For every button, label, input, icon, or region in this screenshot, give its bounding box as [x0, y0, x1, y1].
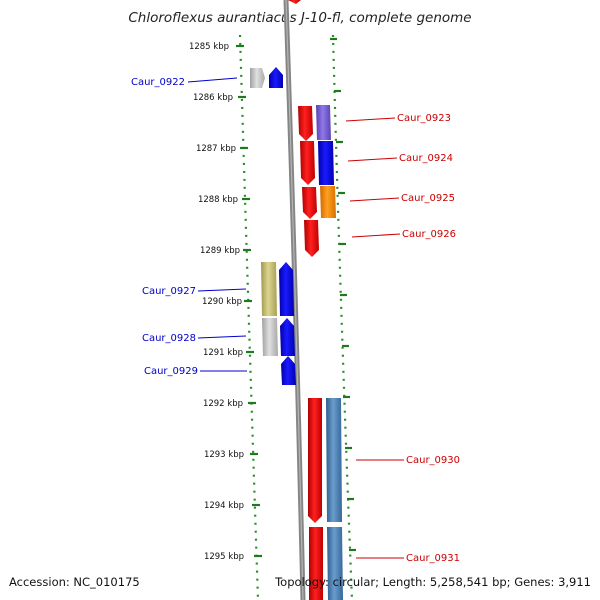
- tick-label-1293: 1293 kbp: [204, 450, 244, 460]
- label-caur-0924: Caur_0924: [399, 153, 453, 164]
- tick-label-1291: 1291 kbp: [203, 348, 243, 358]
- map-title: Chloroflexus aurantiacus J-10-fl, comple…: [128, 10, 472, 26]
- gene-labels-left: Caur_0922 Caur_0927 Caur_0928 Caur_0929: [131, 77, 198, 377]
- leader-lines: [187, 77, 404, 559]
- label-caur-0927: Caur_0927: [142, 286, 196, 297]
- tick-marks: [236, 37, 356, 558]
- accession-text: Accession: NC_010175: [9, 575, 140, 589]
- outer-ring-right: [331, 34, 354, 600]
- gene-olive-0927: [261, 262, 277, 316]
- gene-caur-0924-red: [300, 141, 315, 185]
- gene-caur-0931: [327, 527, 343, 600]
- label-caur-0926: Caur_0926: [402, 229, 456, 240]
- gene-caur-0923: [316, 105, 331, 140]
- gene-caur-0930: [326, 398, 342, 522]
- gene-caur-0925-red: [302, 187, 317, 219]
- label-caur-0925: Caur_0925: [401, 193, 455, 204]
- tick-label-1289: 1289 kbp: [200, 246, 240, 256]
- label-caur-0931: Caur_0931: [406, 553, 460, 564]
- label-caur-0930: Caur_0930: [406, 455, 460, 466]
- gene-caur-0930-red: [308, 398, 322, 523]
- gene-caur-0931-red: [309, 527, 323, 600]
- gene-caur-0929: [281, 356, 296, 385]
- gene-partial-top: [288, 0, 301, 4]
- gene-caur-0922: [269, 67, 283, 88]
- tick-label-1295: 1295 kbp: [204, 552, 244, 562]
- gene-grey-0922: [250, 68, 265, 88]
- tick-label-1288: 1288 kbp: [198, 195, 238, 205]
- tick-label-1286: 1286 kbp: [193, 93, 233, 103]
- gene-labels-right: Caur_0923 Caur_0924 Caur_0925 Caur_0926 …: [397, 113, 460, 564]
- label-caur-0923: Caur_0923: [397, 113, 451, 124]
- label-caur-0922: Caur_0922: [131, 77, 185, 88]
- gene-caur-0925: [320, 186, 336, 218]
- tick-label-1292: 1292 kbp: [203, 399, 243, 409]
- label-caur-0929: Caur_0929: [144, 366, 198, 377]
- label-caur-0928: Caur_0928: [142, 333, 196, 344]
- gene-grey-0928: [262, 318, 278, 356]
- tick-label-1287: 1287 kbp: [196, 144, 236, 154]
- outer-ring-left: [238, 34, 260, 600]
- gene-caur-0926-red: [304, 220, 319, 257]
- gene-caur-0923-red: [298, 106, 313, 141]
- gene-caur-0927: [279, 262, 294, 316]
- tick-label-1290: 1290 kbp: [202, 297, 242, 307]
- tick-label-1285: 1285 kbp: [189, 42, 229, 52]
- tick-labels: 1285 kbp 1286 kbp 1287 kbp 1288 kbp 1289…: [189, 42, 244, 562]
- gene-caur-0928: [280, 318, 295, 356]
- tick-label-1294: 1294 kbp: [204, 501, 244, 511]
- genome-summary-text: Topology: circular; Length: 5,258,541 bp…: [275, 575, 591, 589]
- gene-caur-0924: [318, 141, 334, 185]
